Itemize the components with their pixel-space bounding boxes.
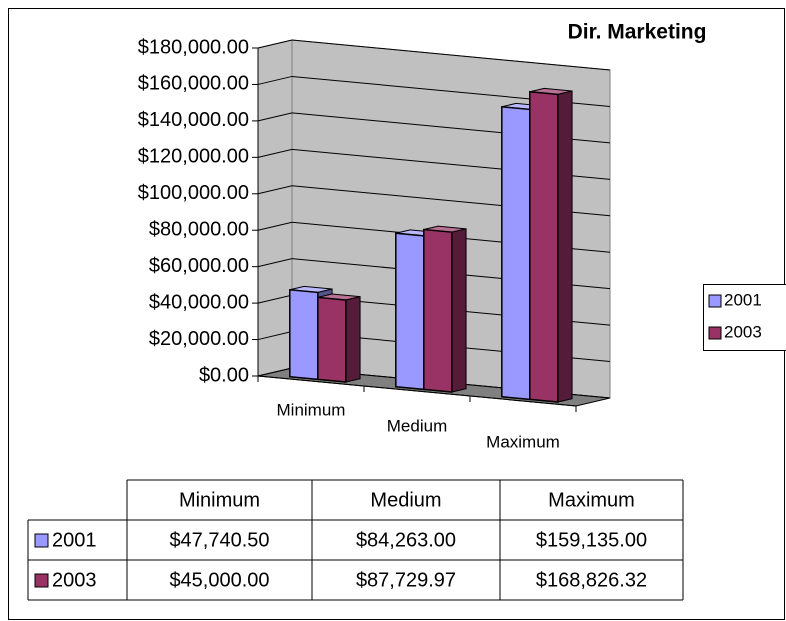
bar-side — [345, 296, 361, 383]
bar-front — [423, 228, 453, 393]
bar-front — [501, 105, 531, 401]
bar-front — [395, 232, 425, 391]
bar — [317, 293, 361, 383]
y-tick-label: $180,000.00 — [138, 36, 249, 58]
y-tick-label: $100,000.00 — [138, 182, 249, 204]
x-tick-label: Minimum — [277, 400, 346, 419]
table-key — [34, 533, 49, 548]
grid-line — [257, 75, 611, 107]
bar-side — [557, 90, 573, 403]
x-tick-label: Maximum — [486, 432, 560, 451]
table-cell: $87,729.97 — [356, 569, 456, 591]
y-tick-label: $80,000.00 — [149, 219, 249, 241]
y-tick-label: $40,000.00 — [149, 291, 249, 313]
bar — [529, 87, 573, 403]
table-row-label: 2003 — [52, 569, 97, 591]
table-cell: $168,826.32 — [536, 569, 647, 591]
chart-title: Dir. Marketing — [568, 21, 707, 44]
table-key — [34, 573, 49, 588]
table-header: Maximum — [548, 489, 635, 511]
legend-key — [708, 326, 722, 340]
bar-side — [451, 228, 467, 393]
bar-front — [529, 90, 559, 403]
legend-label: 2001 — [724, 290, 762, 309]
table-header: Minimum — [179, 489, 260, 511]
y-tick-label: $120,000.00 — [138, 146, 249, 168]
table-header: Medium — [370, 489, 441, 511]
bar-front — [317, 296, 347, 383]
y-tick-label: $0.00 — [199, 364, 249, 386]
y-tick-label: $60,000.00 — [149, 255, 249, 277]
grid-line — [257, 39, 611, 71]
table-row-label: 2001 — [52, 529, 97, 551]
left-wall — [257, 39, 293, 377]
legend-label: 2003 — [724, 322, 762, 341]
y-tick-label: $140,000.00 — [138, 109, 249, 131]
y-tick-label: $160,000.00 — [138, 73, 249, 95]
x-axis — [257, 375, 577, 407]
table-cell: $47,740.50 — [169, 529, 269, 551]
bar — [423, 225, 467, 393]
legend-key — [708, 294, 722, 308]
y-tick-label: $20,000.00 — [149, 328, 249, 350]
table-cell: $84,263.00 — [356, 529, 456, 551]
table-cell: $159,135.00 — [536, 529, 647, 551]
x-tick-label: Medium — [387, 416, 447, 435]
table-cell: $45,000.00 — [169, 569, 269, 591]
bar-front — [289, 288, 319, 381]
